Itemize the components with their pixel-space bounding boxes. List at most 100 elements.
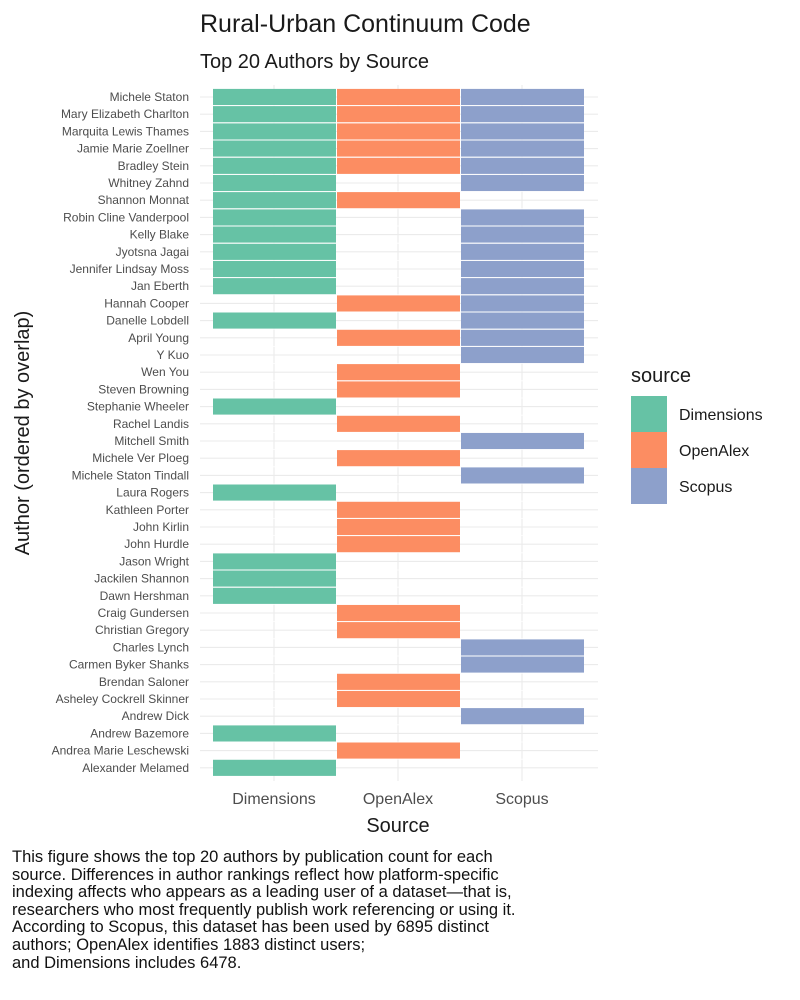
y-tick-label: John Kirlin <box>133 520 189 534</box>
tile-mary-elizabeth-charlton-dimensions <box>213 106 336 123</box>
tile-jan-eberth-dimensions <box>213 278 336 295</box>
tile-michele-staton-tindall-scopus <box>461 467 584 484</box>
figure-caption: This figure shows the top 20 authors by … <box>12 848 612 972</box>
tile-marquita-lewis-thames-openalex <box>337 123 460 140</box>
caption-line: According to Scopus, this dataset has be… <box>12 918 489 937</box>
tile-christian-gregory-openalex <box>337 622 460 639</box>
y-tick-label: Carmen Byker Shanks <box>69 658 189 672</box>
y-tick-label: Andrea Marie Leschewski <box>52 744 189 758</box>
caption-line: and Dimensions includes 6478. <box>12 953 242 972</box>
y-tick-label: Michele Staton Tindall <box>72 468 189 482</box>
tile-danelle-lobdell-scopus <box>461 312 584 329</box>
tile-robin-cline-vanderpool-dimensions <box>213 209 336 226</box>
y-tick-label: Dawn Hershman <box>100 589 189 603</box>
y-tick-label: Whitney Zahnd <box>108 176 189 190</box>
y-tick-label: Steven Browning <box>98 382 189 396</box>
tile-asheley-cockrell-skinner-openalex <box>337 690 460 708</box>
tile-whitney-zahnd-scopus <box>461 174 584 192</box>
tile-mary-elizabeth-charlton-scopus <box>461 106 584 123</box>
tile-jamie-marie-zoellner-scopus <box>461 140 584 157</box>
tile-mary-elizabeth-charlton-openalex <box>337 106 460 123</box>
tile-andrew-bazemore-dimensions <box>213 725 336 742</box>
legend-key-dimensions <box>631 396 667 432</box>
tile-marquita-lewis-thames-dimensions <box>213 123 336 140</box>
y-tick-label: Laura Rogers <box>116 486 189 500</box>
tile-dawn-hershman-dimensions <box>213 587 336 604</box>
y-tick-label: Y Kuo <box>157 348 190 362</box>
bars <box>200 88 598 776</box>
y-tick-labels: Michele Staton Mary Elizabeth Charlton Mar… <box>52 90 190 775</box>
tile-april-young-scopus <box>461 329 584 346</box>
legend-key-scopus <box>631 468 667 504</box>
tile-y-kuo-scopus <box>461 346 584 364</box>
tile-kathleen-porter-openalex <box>337 501 460 518</box>
chart-subtitle: Top 20 Authors by Source <box>200 51 429 73</box>
tile-john-kirlin-openalex <box>337 518 460 536</box>
y-tick-label: Kelly Blake <box>130 228 190 242</box>
tile-hannah-cooper-openalex <box>337 295 460 312</box>
legend-label-openalex: OpenAlex <box>679 443 749 460</box>
tile-marquita-lewis-thames-scopus <box>461 123 584 140</box>
tile-alexander-melamed-dimensions <box>213 759 336 776</box>
tile-jan-eberth-scopus <box>461 278 584 295</box>
y-tick-label: Danelle Lobdell <box>106 314 189 328</box>
tile-laura-rogers-dimensions <box>213 484 336 501</box>
caption-line: indexing affects who appears as a leadin… <box>12 883 512 902</box>
tile-jyotsna-jagai-dimensions <box>213 243 336 260</box>
tile-danelle-lobdell-dimensions <box>213 312 336 329</box>
x-tick-label-scopus: Scopus <box>495 791 548 808</box>
tile-jason-wright-dimensions <box>213 553 336 570</box>
tile-carmen-byker-shanks-scopus <box>461 656 584 673</box>
x-tick-label-openalex: OpenAlex <box>363 791 433 808</box>
tile-shannon-monnat-dimensions <box>213 192 336 209</box>
y-tick-label: John Hurdle <box>124 537 189 551</box>
y-tick-label: Michele Ver Ploeg <box>92 451 189 465</box>
tile-bradley-stein-openalex <box>337 157 460 174</box>
y-tick-label: Charles Lynch <box>113 640 189 654</box>
x-tick-labels: Dimensions OpenAlex Scopus <box>232 791 548 808</box>
y-tick-label: Michele Staton <box>110 90 189 104</box>
y-tick-label: Jyotsna Jagai <box>116 245 189 259</box>
y-tick-label: Jennifer Lindsay Moss <box>70 262 189 276</box>
tile-andrew-dick-scopus <box>461 708 584 725</box>
chart-title: Rural-Urban Continuum Code <box>200 10 531 38</box>
tile-jennifer-lindsay-moss-scopus <box>461 260 584 278</box>
y-tick-label: Shannon Monnat <box>98 193 190 207</box>
tile-john-hurdle-openalex <box>337 536 460 553</box>
tile-jamie-marie-zoellner-openalex <box>337 140 460 157</box>
tile-shannon-monnat-openalex <box>337 192 460 209</box>
y-tick-label: Alexander Melamed <box>82 761 189 775</box>
legend: source Dimensions OpenAlex Scopus <box>631 365 763 504</box>
legend-key-openalex <box>631 432 667 468</box>
tile-mitchell-smith-scopus <box>461 432 584 450</box>
y-tick-label: Mary Elizabeth Charlton <box>61 107 189 121</box>
y-tick-label: Mitchell Smith <box>114 434 189 448</box>
y-tick-label: Wen You <box>141 365 189 379</box>
tile-kelly-blake-dimensions <box>213 226 336 243</box>
tile-michele-staton-openalex <box>337 88 460 106</box>
y-tick-label: Marquita Lewis Thames <box>62 124 189 138</box>
y-tick-label: Stephanie Wheeler <box>87 400 189 414</box>
legend-label-scopus: Scopus <box>679 479 732 496</box>
tile-hannah-cooper-scopus <box>461 295 584 312</box>
tile-jyotsna-jagai-scopus <box>461 243 584 260</box>
caption-line: authors; OpenAlex identifies 1883 distin… <box>12 935 366 954</box>
tile-rachel-landis-openalex <box>337 415 460 432</box>
tile-bradley-stein-dimensions <box>213 157 336 174</box>
legend-title: source <box>631 365 691 387</box>
x-tick-label-dimensions: Dimensions <box>232 791 316 808</box>
tile-jamie-marie-zoellner-dimensions <box>213 140 336 157</box>
y-tick-label: Andrew Bazemore <box>90 726 189 740</box>
tile-steven-browning-openalex <box>337 381 460 398</box>
y-tick-label: Hannah Cooper <box>104 296 189 310</box>
tile-kelly-blake-scopus <box>461 226 584 243</box>
tile-wen-you-openalex <box>337 364 460 381</box>
tile-whitney-zahnd-dimensions <box>213 174 336 192</box>
tile-bradley-stein-scopus <box>461 157 584 174</box>
y-tick-label: April Young <box>128 331 189 345</box>
y-tick-label: Robin Cline Vanderpool <box>63 210 189 224</box>
tile-jackilen-shannon-dimensions <box>213 570 336 587</box>
tile-brendan-saloner-openalex <box>337 673 460 690</box>
y-tick-label: Jason Wright <box>119 554 189 568</box>
tile-craig-gundersen-openalex <box>337 604 460 622</box>
